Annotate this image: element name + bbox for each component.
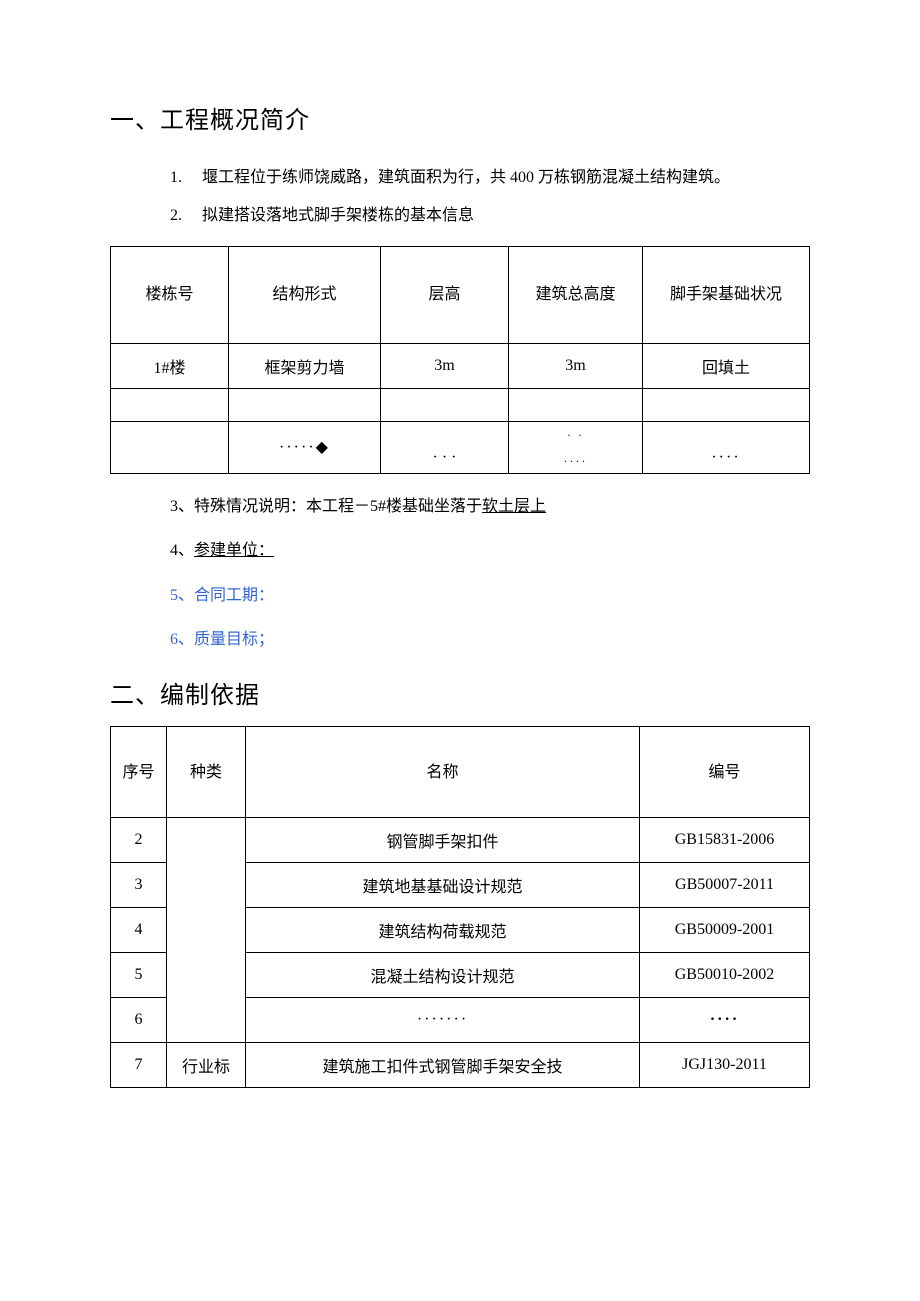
cell-seq: 6	[111, 998, 167, 1043]
cell-kind-merged	[167, 818, 246, 1043]
table-row: 7 行业标 建筑施工扣件式钢管脚手架安全技 JGJ130-2011	[111, 1043, 810, 1088]
table-header-row: 序号 种类 名称 编号	[111, 727, 810, 818]
cell	[111, 421, 229, 473]
dots-top: · ·	[509, 428, 642, 443]
th-total-height: 建筑总高度	[509, 246, 643, 343]
th-kind: 种类	[167, 727, 246, 818]
cell-structure: 框架剪力墙	[229, 343, 381, 388]
th-seq: 序号	[111, 727, 167, 818]
cell-seq: 3	[111, 863, 167, 908]
cell-name: 建筑地基基础设计规范	[246, 863, 640, 908]
th-code: 编号	[640, 727, 810, 818]
cell-seq: 2	[111, 818, 167, 863]
dots-bot: ····	[509, 454, 642, 469]
cell	[229, 388, 381, 421]
cell-code: JGJ130-2011	[640, 1043, 810, 1088]
p1-post: 万栋钢筋混凝土结构建筑。	[534, 169, 730, 186]
cell	[643, 388, 810, 421]
cell-kind: 行业标	[167, 1043, 246, 1088]
cell	[381, 388, 509, 421]
table-header-row: 楼栋号 结构形式 层高 建筑总高度 脚手架基础状况	[111, 246, 810, 343]
document-page: 一、工程概况简介 1. 堰工程位于练师饶威路，建筑面积为行，共 400 万栋钢筋…	[0, 0, 920, 1166]
note-5: 5、合同工期：	[110, 581, 810, 611]
p1-pre: 1. 堰工程位于练师饶威路，建筑面积为行，共	[170, 169, 510, 186]
cell-name-dots: ·······	[246, 998, 640, 1043]
cell-name: 钢管脚手架扣件	[246, 818, 640, 863]
cell	[509, 388, 643, 421]
th-floor-height: 层高	[381, 246, 509, 343]
cell-seq: 5	[111, 953, 167, 998]
cell-dots: ····	[643, 421, 810, 473]
note-6: 6、质量目标；	[110, 625, 810, 655]
cell-code: GB50010-2002	[640, 953, 810, 998]
cell-building-no: 1#楼	[111, 343, 229, 388]
note4-pre: 4、	[170, 542, 194, 559]
cell-seq: 4	[111, 908, 167, 953]
intro-paragraph-2: 2. 拟建搭设落地式脚手架楼栋的基本信息	[110, 201, 810, 231]
note3-pre: 3、特殊情况说明：本工程－5#楼基础坐落于	[170, 498, 482, 515]
note4-underline: 参建单位：	[194, 542, 274, 559]
intro-paragraph-1: 1. 堰工程位于练师饶威路，建筑面积为行，共 400 万栋钢筋混凝土结构建筑。	[110, 163, 810, 193]
th-foundation: 脚手架基础状况	[643, 246, 810, 343]
cell-code: GB15831-2006	[640, 818, 810, 863]
cell-code-dots: ····	[640, 998, 810, 1043]
table-row: 1#楼 框架剪力墙 3m 3m 回填土	[111, 343, 810, 388]
section-1-title: 一、工程概况简介	[110, 100, 810, 135]
cell-seq: 7	[111, 1043, 167, 1088]
section-2-title: 二、编制依据	[110, 675, 810, 710]
table-row-dots: ·····◆ · · · · · ···· ····	[111, 421, 810, 473]
th-name: 名称	[246, 727, 640, 818]
cell-name: 混凝土结构设计规范	[246, 953, 640, 998]
cell-code: GB50007-2011	[640, 863, 810, 908]
th-building-no: 楼栋号	[111, 246, 229, 343]
cell-floor-h: 3m	[381, 343, 509, 388]
cell-foundation: 回填土	[643, 343, 810, 388]
cell-dots: · · ·	[381, 421, 509, 473]
cell-total-h: 3m	[509, 343, 643, 388]
note-4: 4、参建单位：	[110, 536, 810, 566]
th-structure-type: 结构形式	[229, 246, 381, 343]
building-info-table: 楼栋号 结构形式 层高 建筑总高度 脚手架基础状况 1#楼 框架剪力墙 3m 3…	[110, 246, 810, 474]
table-row: 2 钢管脚手架扣件 GB15831-2006	[111, 818, 810, 863]
note3-underline: 软土层上	[482, 498, 546, 515]
note-3: 3、特殊情况说明：本工程－5#楼基础坐落于软土层上	[110, 492, 810, 522]
basis-table: 序号 种类 名称 编号 2 钢管脚手架扣件 GB15831-2006 3 建筑地…	[110, 726, 810, 1088]
p1-number: 400	[510, 169, 534, 186]
cell-name: 建筑结构荷载规范	[246, 908, 640, 953]
cell-name: 建筑施工扣件式钢管脚手架安全技	[246, 1043, 640, 1088]
cell	[111, 388, 229, 421]
cell-code: GB50009-2001	[640, 908, 810, 953]
cell-dots: ·····◆	[229, 421, 381, 473]
table-row-empty	[111, 388, 810, 421]
cell-dots-stacked: · · ····	[509, 421, 643, 473]
